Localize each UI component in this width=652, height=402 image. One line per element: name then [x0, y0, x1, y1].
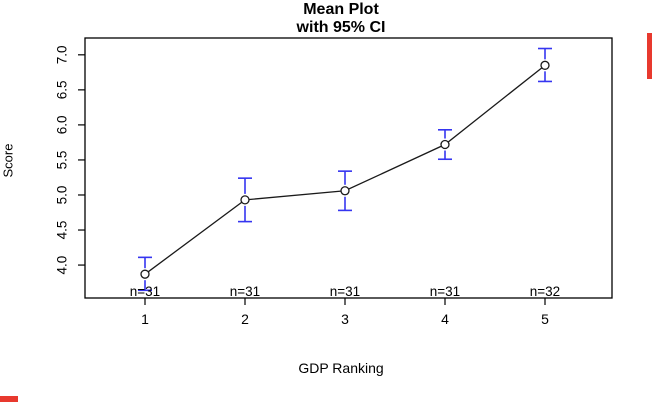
y-tick-label: 5.0: [55, 186, 70, 205]
data-point: [240, 195, 250, 205]
plot-box: [84, 37, 613, 299]
x-tick-label: 5: [541, 311, 549, 327]
y-tick-label: 4.0: [55, 256, 70, 275]
data-point: [440, 139, 450, 150]
count-label: n=32: [530, 284, 560, 299]
x-tick-label: 3: [341, 311, 349, 327]
mean-line: [144, 64, 546, 275]
y-tick-label: 5.5: [55, 151, 70, 170]
data-point: [140, 269, 150, 279]
chart-title-line2: with 95% CI: [296, 19, 386, 36]
count-label: n=31: [330, 284, 360, 299]
y-axis-label: Score: [0, 143, 16, 178]
data-point: [340, 186, 350, 196]
count-label: n=31: [130, 284, 160, 299]
red-artifact-right-edge: [647, 33, 652, 79]
count-label: n=31: [230, 284, 260, 299]
x-tick-label: 4: [441, 311, 449, 327]
y-tick-label: 6.0: [55, 116, 70, 135]
x-tick-label: 2: [241, 311, 249, 327]
y-tick-label: 7.0: [55, 45, 70, 64]
red-artifact-bottom-left: [0, 396, 18, 402]
chart-title: Mean Plot with 95% CI: [85, 1, 597, 37]
x-axis-label: GDP Ranking: [298, 360, 384, 376]
y-tick-label: 4.5: [55, 221, 70, 240]
data-point: [540, 60, 550, 70]
y-tick-label: 6.5: [55, 80, 70, 99]
x-tick-label: 1: [141, 311, 149, 327]
chart-title-line1: Mean Plot: [303, 1, 379, 18]
count-label: n=31: [430, 284, 460, 299]
